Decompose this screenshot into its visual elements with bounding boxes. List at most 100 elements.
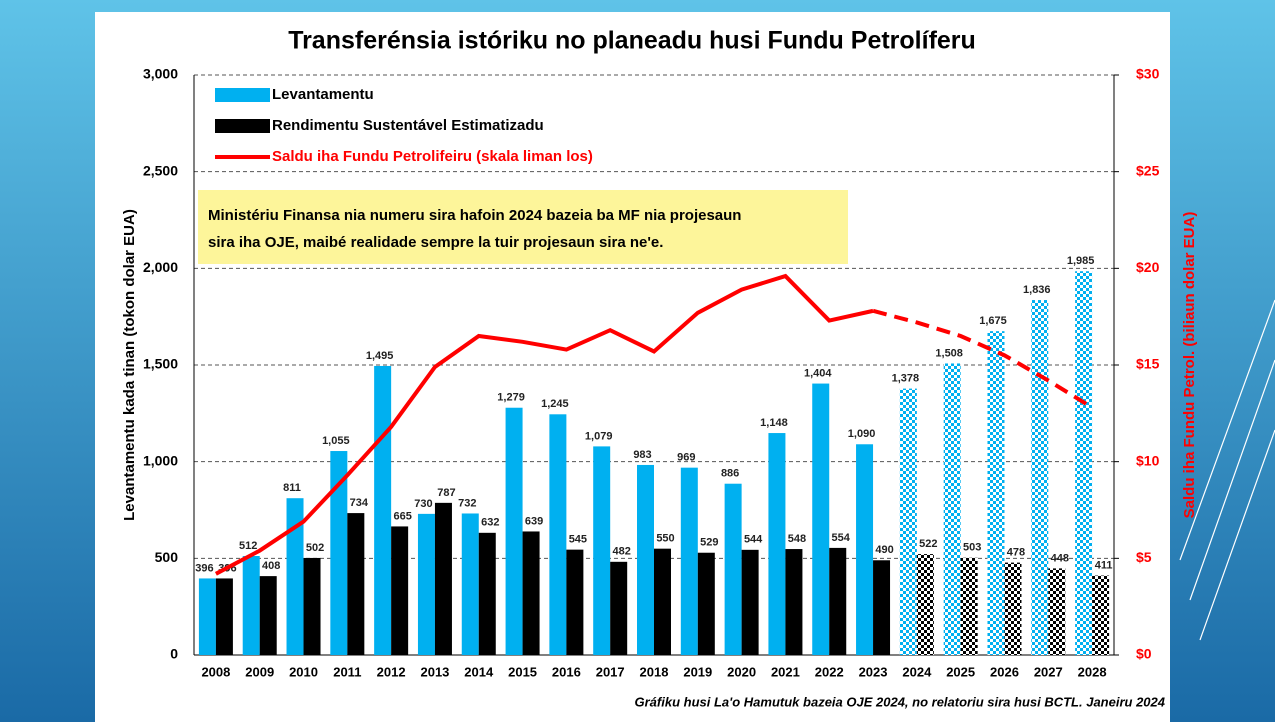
bar-value-label: 983 xyxy=(633,449,651,461)
bar xyxy=(916,554,934,655)
bar-value-label: 396 xyxy=(195,562,213,574)
bar xyxy=(741,549,759,655)
x-tick-label: 2019 xyxy=(683,664,712,679)
bar xyxy=(505,407,523,655)
bar xyxy=(303,557,321,655)
chart-title: Transferénsia istóriku no planeadu husi … xyxy=(288,27,976,55)
y-axis-label: Levantamentu kada tinan (tokon dolar EUA… xyxy=(121,209,138,521)
annotation: sira iha OJE, maibé realidade sempre la … xyxy=(208,234,663,251)
x-tick-label: 2011 xyxy=(333,664,361,679)
bar xyxy=(347,513,365,655)
y-tick-label: 1,500 xyxy=(143,356,178,372)
y2-tick-label: $30 xyxy=(1136,66,1160,82)
x-tick-label: 2013 xyxy=(420,664,449,679)
bar xyxy=(549,414,567,655)
x-tick-label: 2026 xyxy=(990,664,1019,679)
bar-value-label: 490 xyxy=(875,544,893,556)
bar xyxy=(768,433,786,655)
bar xyxy=(461,513,479,655)
y2-tick-label: $10 xyxy=(1136,452,1160,468)
x-tick-label: 2012 xyxy=(377,664,406,679)
bar xyxy=(330,451,348,655)
bar xyxy=(1075,271,1093,655)
bar xyxy=(215,578,233,655)
bar xyxy=(873,560,891,655)
bar-value-label: 503 xyxy=(963,542,981,554)
x-tick-label: 2017 xyxy=(596,664,625,679)
y-tick-label: 2,500 xyxy=(143,162,178,178)
bar-value-label: 1,055 xyxy=(322,435,350,447)
bar-value-label: 529 xyxy=(700,537,718,549)
legend-label: Saldu iha Fundu Petrolifeiru (skala lima… xyxy=(272,148,593,165)
bar-value-label: 1,495 xyxy=(366,350,394,362)
y-tick-label: 500 xyxy=(155,549,179,565)
bar-value-label: 478 xyxy=(1007,546,1025,558)
bar xyxy=(417,513,435,655)
bar-value-label: 730 xyxy=(414,498,432,510)
legend-label: Levantamentu xyxy=(272,86,374,103)
bar xyxy=(566,549,584,655)
bar-value-label: 502 xyxy=(306,542,324,554)
plot: 0 500 1,000 1,500 2,000 2,500 3,000 $0 $5 $10 $15 $… xyxy=(143,66,1160,680)
bar xyxy=(242,556,260,655)
bar-value-label: 554 xyxy=(832,532,851,544)
y2-axis-label: Saldu iha Fundu Petrol. (biliaun dolar E… xyxy=(1181,212,1198,519)
bar-value-label: 548 xyxy=(788,533,806,545)
bar-value-label: 969 xyxy=(677,452,695,464)
line xyxy=(214,273,874,576)
bar-value-label: 787 xyxy=(437,487,455,499)
x-tick-label: 2021 xyxy=(771,664,800,679)
bar xyxy=(610,561,628,655)
bar-value-label: 639 xyxy=(525,515,543,527)
bar-value-label: 411 xyxy=(1095,559,1113,571)
x-tick-label: 2027 xyxy=(1034,664,1063,679)
y2-tick-label: $0 xyxy=(1136,646,1152,662)
bar xyxy=(198,578,216,655)
bar-value-label: 522 xyxy=(919,538,937,550)
y-tick-label: 3,000 xyxy=(143,66,178,82)
y2-tick-label: $15 xyxy=(1136,356,1160,372)
x-tick-label: 2018 xyxy=(640,664,669,679)
bar xyxy=(1048,568,1066,655)
bar xyxy=(1004,562,1022,655)
bar xyxy=(960,557,978,655)
y-tick-label: 2,000 xyxy=(143,259,178,275)
annotation: Ministériu Finansa nia numeru sira hafoi… xyxy=(208,207,741,224)
y-tick-label: 1,000 xyxy=(143,452,178,468)
line xyxy=(872,308,1094,410)
legend-label: Rendimentu Sustentável Estimatizadu xyxy=(272,117,544,134)
bar-value-label: 665 xyxy=(393,510,411,522)
bar-value-label: 1,245 xyxy=(541,398,569,410)
bar-value-label: 632 xyxy=(481,517,499,529)
bar-value-label: 886 xyxy=(721,468,739,480)
x-tick-label: 2016 xyxy=(552,664,581,679)
y2-tick-label: $20 xyxy=(1136,259,1160,275)
bar-value-label: 1,378 xyxy=(892,372,920,384)
bar-value-label: 482 xyxy=(613,546,631,558)
x-tick-label: 2028 xyxy=(1078,664,1107,679)
x-tick-label: 2025 xyxy=(946,664,975,679)
y2-tick-label: $5 xyxy=(1136,549,1152,565)
x-tick-label: 2010 xyxy=(289,664,318,679)
bar xyxy=(899,388,917,655)
bar xyxy=(593,446,611,655)
bar xyxy=(286,498,304,655)
source-note: Gráfiku husi La'o Hamutuk bazeia OJE 202… xyxy=(635,694,1166,709)
bar-value-label: 1,985 xyxy=(1067,255,1095,267)
bar xyxy=(478,532,496,655)
y2-tick-label: $25 xyxy=(1136,162,1160,178)
bar-value-label: 448 xyxy=(1051,552,1069,564)
slide-decoration xyxy=(1179,299,1275,641)
bar xyxy=(1031,300,1049,655)
x-tick-label: 2023 xyxy=(859,664,888,679)
bar xyxy=(680,467,698,655)
bar-value-label: 545 xyxy=(569,534,587,546)
bar xyxy=(259,576,277,655)
bar xyxy=(697,552,715,655)
bar-value-label: 1,836 xyxy=(1023,284,1051,296)
bar-value-label: 550 xyxy=(656,533,674,545)
bar xyxy=(724,483,742,655)
bar-value-label: 408 xyxy=(262,560,280,572)
bar-value-label: 734 xyxy=(350,497,369,509)
